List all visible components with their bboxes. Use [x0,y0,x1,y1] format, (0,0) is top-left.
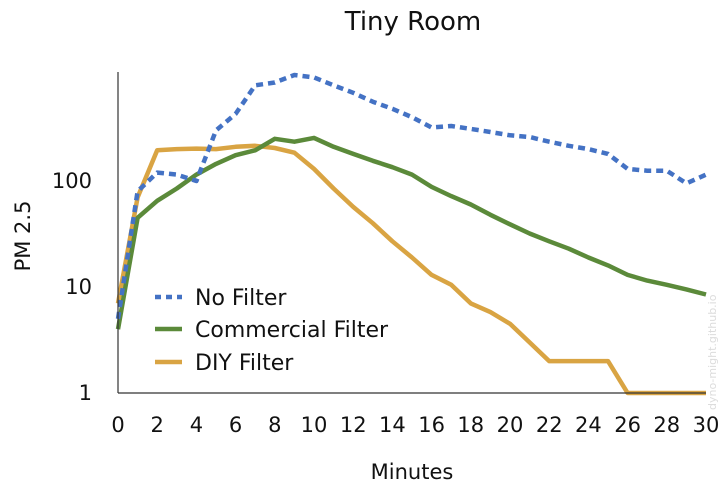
plot-area [115,72,707,396]
x-ticks: 0 2 4 6 8 10 12 14 16 18 20 22 24 26 28 30 [111,413,719,437]
legend-label: No Filter [195,286,287,311]
x-tick-label: 20 [497,413,524,437]
x-tick-label: 24 [575,413,602,437]
x-tick-label: 16 [418,413,445,437]
x-axis-label: Minutes [371,460,454,484]
x-tick-label: 14 [379,413,406,437]
y-axis-label: PM 2.5 [11,201,35,272]
x-tick-label: 26 [614,413,641,437]
series-line-commercial-filter [115,135,707,330]
series-line-no-filter [115,72,707,320]
y-tick-label: 1 [79,381,92,405]
x-tick-label: 2 [151,413,164,437]
legend-label: DIY Filter [195,351,294,376]
x-tick-label: 22 [536,413,563,437]
x-tick-label: 28 [653,413,680,437]
legend: No Filter Commercial Filter DIY Filter [155,286,389,376]
x-tick-label: 8 [268,413,281,437]
x-tick-label: 30 [693,413,720,437]
y-tick-label: 10 [65,275,92,299]
y-ticks: 1 10 100 [52,169,92,405]
x-tick-label: 10 [301,413,328,437]
chart-title: Tiny Room [344,7,481,37]
series-line-diy-filter [115,143,706,396]
x-tick-label: 12 [340,413,367,437]
x-tick-label: 6 [229,413,242,437]
x-tick-label: 4 [190,413,203,437]
y-tick-label: 100 [52,169,92,193]
watermark: dyno-might.github.io [706,294,719,410]
x-tick-label: 18 [457,413,484,437]
x-tick-label: 0 [111,413,124,437]
legend-label: Commercial Filter [195,318,389,343]
